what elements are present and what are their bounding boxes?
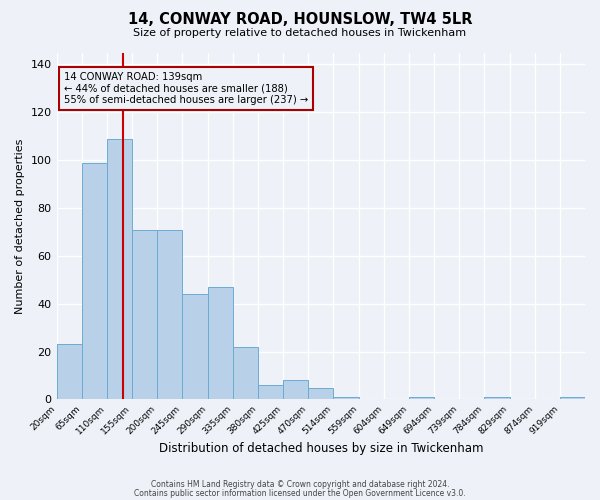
Bar [82,162,107,400]
Bar [132,230,157,400]
Y-axis label: Number of detached properties: Number of detached properties [15,138,25,314]
Bar [157,230,182,400]
Bar [56,344,82,400]
Text: Size of property relative to detached houses in Twickenham: Size of property relative to detached ho… [133,28,467,38]
Text: 14 CONWAY ROAD: 139sqm
← 44% of detached houses are smaller (188)
55% of semi-de: 14 CONWAY ROAD: 139sqm ← 44% of detached… [64,72,308,105]
Bar [484,397,509,400]
X-axis label: Distribution of detached houses by size in Twickenham: Distribution of detached houses by size … [158,442,483,455]
Text: Contains public sector information licensed under the Open Government Licence v3: Contains public sector information licen… [134,489,466,498]
Bar [308,388,334,400]
Bar [182,294,208,400]
Bar [283,380,308,400]
Text: Contains HM Land Registry data © Crown copyright and database right 2024.: Contains HM Land Registry data © Crown c… [151,480,449,489]
Bar [560,397,585,400]
Bar [258,385,283,400]
Bar [107,138,132,400]
Bar [334,397,359,400]
Bar [409,397,434,400]
Bar [208,287,233,400]
Bar [233,347,258,400]
Text: 14, CONWAY ROAD, HOUNSLOW, TW4 5LR: 14, CONWAY ROAD, HOUNSLOW, TW4 5LR [128,12,472,28]
